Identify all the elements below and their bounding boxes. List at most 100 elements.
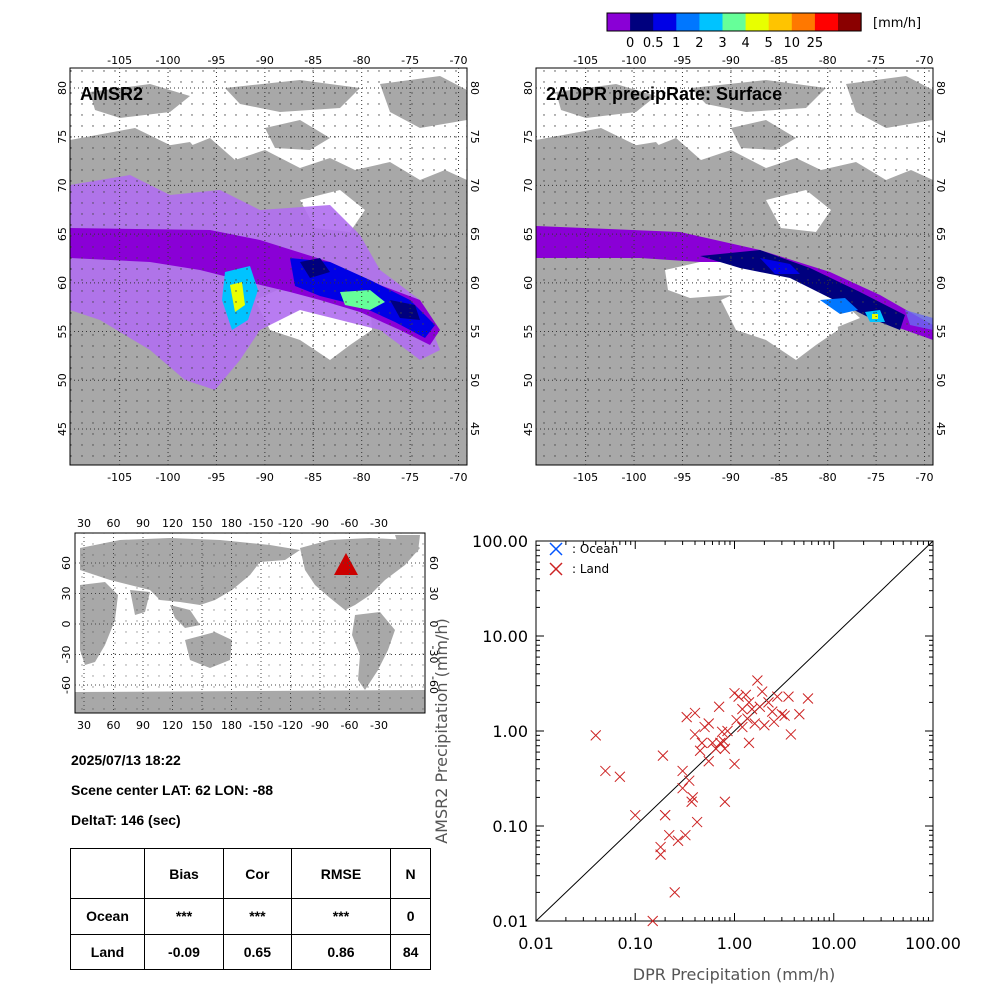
colorbar-cell bbox=[791, 13, 816, 31]
data-point-land bbox=[663, 829, 675, 841]
data-point-land bbox=[740, 689, 752, 701]
data-point-land bbox=[713, 701, 725, 713]
lon-tick-bottom: -90 bbox=[722, 471, 740, 484]
stats-cell: *** bbox=[222, 898, 292, 935]
lon-tick-top: -75 bbox=[401, 54, 419, 67]
globe-lat-tick-left: 60 bbox=[60, 556, 73, 570]
lat-tick-right: 45 bbox=[468, 422, 481, 436]
scatter-points bbox=[590, 675, 814, 927]
colorbar-unit: [mm/h] bbox=[873, 16, 921, 31]
datetime-label: 2025/07/13 18:22 bbox=[71, 752, 181, 768]
scene-location-marker bbox=[334, 553, 358, 575]
data-point-land bbox=[680, 829, 691, 841]
data-point-land bbox=[657, 750, 669, 762]
lat-tick-left: 55 bbox=[522, 325, 535, 339]
data-point-land bbox=[746, 703, 758, 715]
colorbar-cell bbox=[607, 13, 631, 31]
data-point-land bbox=[683, 775, 695, 787]
colorbar-label: 1 bbox=[672, 36, 680, 51]
globe-map bbox=[74, 532, 426, 714]
globe-lon-tick-top: 180 bbox=[221, 517, 242, 530]
colorbar-label: 2 bbox=[695, 36, 703, 51]
globe-lat-tick-left: -30 bbox=[60, 646, 73, 664]
lat-tick-left: 80 bbox=[56, 81, 69, 95]
data-point-land bbox=[686, 796, 697, 808]
dpr-map-panel: 2ADPR precipRate: Surface -105-105-100-1… bbox=[522, 54, 947, 484]
legend-entry: : Ocean bbox=[549, 542, 618, 556]
data-point-land bbox=[614, 771, 626, 783]
lat-tick-right: 70 bbox=[934, 178, 947, 192]
colorbar-cell bbox=[814, 13, 839, 31]
globe-lat-tick-right: 30 bbox=[427, 587, 440, 601]
delta-t-label: DeltaT: 146 (sec) bbox=[71, 812, 181, 828]
scene-center-label: Scene center LAT: 62 LON: -88 bbox=[71, 782, 274, 798]
lon-tick-bottom: -85 bbox=[304, 471, 322, 484]
data-point-land bbox=[785, 729, 797, 740]
data-point-land bbox=[719, 796, 731, 808]
lat-tick-right: 80 bbox=[468, 81, 481, 95]
data-point-land bbox=[776, 708, 788, 720]
data-point-land bbox=[681, 711, 693, 723]
lon-tick-top: -70 bbox=[450, 54, 468, 67]
data-point-land bbox=[719, 743, 731, 755]
lon-tick-top: -90 bbox=[256, 54, 274, 67]
data-point-land bbox=[779, 710, 790, 722]
lat-tick-left: 65 bbox=[522, 227, 535, 241]
x-tick-label: 10.00 bbox=[811, 934, 857, 953]
stats-row-land: Land -0.09 0.65 0.86 84 bbox=[70, 933, 431, 970]
legend-entry: : Land bbox=[549, 562, 609, 576]
y-tick-label: 0.01 bbox=[492, 912, 528, 931]
lat-tick-left: 60 bbox=[522, 276, 535, 290]
lon-tick-top: -100 bbox=[622, 54, 647, 67]
lon-tick-top: -90 bbox=[722, 54, 740, 67]
lat-tick-right: 50 bbox=[468, 373, 481, 387]
colorbar-label: 25 bbox=[807, 36, 824, 51]
lat-tick-left: 75 bbox=[522, 130, 535, 144]
data-point-land bbox=[703, 755, 715, 767]
lon-tick-bottom: -100 bbox=[622, 471, 647, 484]
stats-table: Bias Cor RMSE N Ocean *** *** *** 0 Land… bbox=[70, 848, 431, 970]
lon-tick-top: -80 bbox=[353, 54, 371, 67]
globe-lon-tick-bottom: 30 bbox=[77, 719, 91, 732]
globe-lat-tick-right: 0 bbox=[427, 621, 440, 628]
globe-lon-tick-top: 150 bbox=[192, 517, 213, 530]
globe-lon-tick-top: -150 bbox=[249, 517, 274, 530]
lat-tick-left: 45 bbox=[56, 422, 69, 436]
lon-tick-top: -70 bbox=[916, 54, 934, 67]
data-point-land bbox=[752, 675, 763, 686]
colorbar-cell bbox=[745, 13, 770, 31]
lon-tick-bottom: -75 bbox=[867, 471, 885, 484]
lon-tick-bottom: -70 bbox=[916, 471, 934, 484]
colorbar: [mm/h] 0 0.5 1 2 3 4 5 10 25 bbox=[606, 12, 921, 51]
lat-tick-left: 70 bbox=[56, 178, 69, 192]
data-point-land bbox=[669, 887, 681, 898]
lon-tick-top: -85 bbox=[770, 54, 788, 67]
data-point-land bbox=[802, 693, 814, 704]
stats-cell: -0.09 bbox=[144, 933, 224, 970]
globe-lat-tick-right: -30 bbox=[427, 646, 440, 664]
lat-tick-right: 75 bbox=[468, 130, 481, 144]
stats-header-cell: RMSE bbox=[290, 848, 392, 899]
data-point-land bbox=[714, 737, 726, 749]
data-point-land bbox=[600, 765, 611, 777]
data-point-land bbox=[689, 729, 701, 740]
dpr-map bbox=[535, 67, 934, 466]
lat-tick-right: 50 bbox=[934, 373, 947, 387]
stats-header-cell bbox=[70, 848, 145, 899]
lon-tick-top: -95 bbox=[673, 54, 691, 67]
data-point-land bbox=[707, 737, 718, 749]
lon-tick-bottom: -90 bbox=[256, 471, 274, 484]
colorbar-cells bbox=[606, 12, 862, 32]
y-tick-label: 10.00 bbox=[482, 627, 528, 646]
lon-tick-top: -95 bbox=[207, 54, 225, 67]
globe-lon-tick-bottom: 90 bbox=[136, 719, 150, 732]
globe-lon-tick-top: -30 bbox=[370, 517, 388, 530]
lat-tick-left: 60 bbox=[56, 276, 69, 290]
globe-lon-tick-bottom: 120 bbox=[162, 719, 183, 732]
data-point-land bbox=[590, 729, 602, 741]
data-point-land bbox=[743, 737, 755, 749]
lon-tick-top: -75 bbox=[867, 54, 885, 67]
globe-lon-tick-top: 90 bbox=[136, 517, 150, 530]
globe-lon-tick-bottom: -30 bbox=[370, 719, 388, 732]
colorbar-label: 0 bbox=[626, 36, 634, 51]
